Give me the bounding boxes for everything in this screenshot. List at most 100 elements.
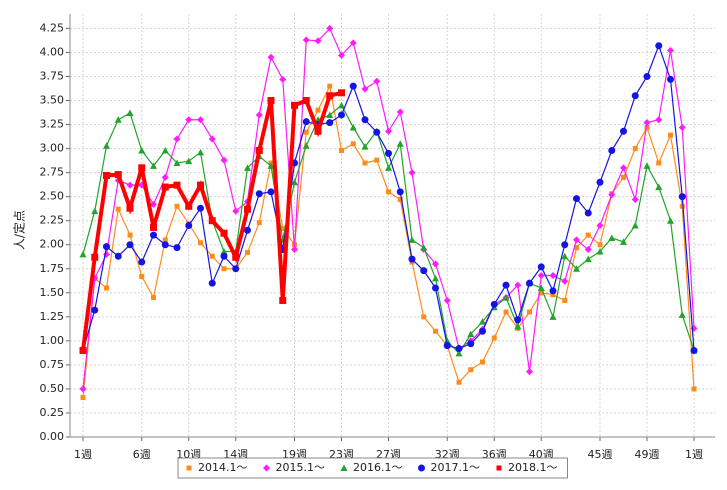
point	[397, 197, 403, 203]
y-tick-label: 4.25	[40, 21, 65, 34]
point	[479, 327, 486, 335]
point	[514, 316, 522, 324]
y-tick-label: 1.00	[40, 334, 65, 347]
point	[80, 395, 86, 401]
point	[596, 222, 604, 229]
point	[432, 274, 439, 282]
point	[408, 169, 416, 177]
x-tick-label: 1週	[74, 448, 92, 461]
point	[103, 243, 110, 251]
x-tick-label: 45週	[588, 448, 613, 461]
point	[209, 253, 215, 259]
point	[549, 271, 557, 279]
point	[185, 222, 193, 229]
point	[338, 51, 345, 59]
point	[326, 92, 334, 100]
point	[608, 234, 616, 241]
point	[361, 116, 369, 124]
point	[631, 222, 639, 229]
point	[115, 206, 121, 212]
point	[349, 39, 357, 47]
point	[549, 313, 557, 320]
point	[267, 188, 275, 196]
point	[656, 160, 662, 166]
point	[150, 200, 157, 208]
point	[597, 242, 603, 248]
point	[197, 204, 204, 212]
point	[186, 465, 192, 471]
point	[267, 162, 275, 169]
point	[302, 97, 310, 105]
point	[562, 297, 568, 303]
legend-label: 2018.1～	[508, 461, 558, 474]
point	[479, 318, 486, 325]
point	[339, 148, 344, 154]
point	[280, 225, 286, 231]
point	[126, 204, 134, 212]
point	[537, 284, 545, 291]
point	[537, 263, 545, 271]
point	[221, 266, 227, 272]
point	[291, 246, 298, 254]
point	[514, 281, 522, 289]
point	[79, 346, 87, 354]
point	[161, 147, 169, 154]
legend-label: 2017.1～	[431, 461, 481, 474]
point	[468, 367, 474, 373]
point	[585, 232, 591, 238]
y-tick-label: 1.75	[40, 262, 65, 275]
point	[373, 128, 381, 136]
point	[456, 379, 462, 385]
point	[244, 205, 251, 213]
y-tick-label: 0.25	[40, 406, 65, 419]
point	[679, 203, 685, 209]
point	[491, 335, 497, 341]
point	[326, 111, 334, 118]
plot-area	[70, 14, 715, 437]
point	[573, 195, 580, 203]
point	[433, 328, 438, 334]
point	[502, 294, 510, 301]
point	[678, 123, 686, 131]
point	[643, 119, 651, 127]
point	[432, 284, 439, 292]
point	[620, 127, 627, 135]
point	[420, 267, 428, 275]
point	[549, 287, 557, 295]
point	[151, 295, 156, 301]
point	[561, 252, 569, 260]
point	[232, 265, 240, 273]
y-tick-label: 2.75	[40, 166, 65, 179]
point	[303, 129, 309, 135]
point	[139, 273, 145, 279]
point	[244, 164, 251, 171]
point	[480, 359, 485, 365]
point	[220, 156, 228, 164]
point	[420, 244, 428, 251]
x-tick-label: 6週	[133, 448, 151, 461]
point	[208, 135, 216, 143]
point	[79, 385, 87, 393]
point	[538, 290, 544, 296]
point	[655, 116, 663, 124]
point	[537, 271, 545, 279]
point	[443, 342, 451, 350]
point	[350, 141, 356, 147]
point	[561, 241, 569, 249]
point	[138, 147, 146, 154]
point	[421, 314, 427, 320]
point	[161, 173, 169, 181]
legend-label: 2015.1～	[276, 461, 326, 474]
point	[126, 241, 134, 249]
point	[385, 149, 392, 157]
point	[150, 231, 157, 239]
y-tick-label: 0.00	[40, 430, 65, 443]
point	[220, 252, 228, 260]
point	[503, 309, 509, 315]
point	[150, 223, 157, 231]
y-tick-label: 2.50	[40, 190, 65, 203]
point	[655, 183, 663, 191]
point	[621, 174, 626, 180]
point	[126, 109, 134, 117]
